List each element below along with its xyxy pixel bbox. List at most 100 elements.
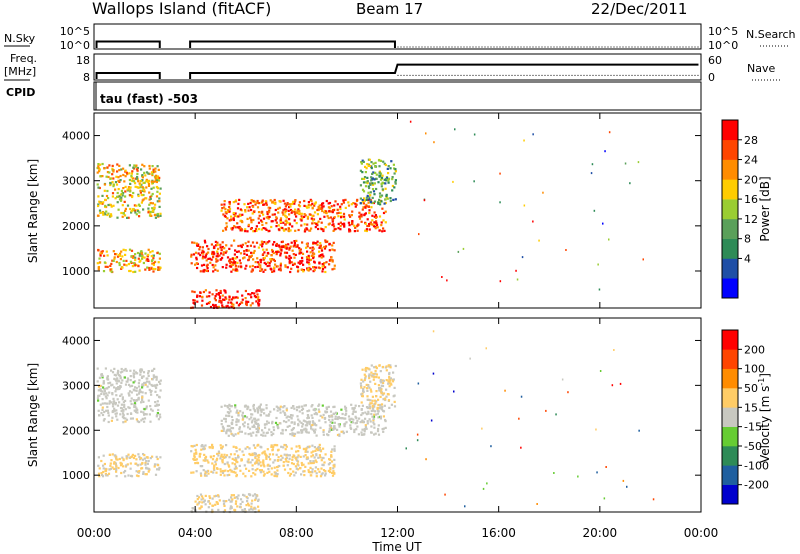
heatmap-cell	[323, 262, 326, 265]
heatmap-cell	[371, 182, 374, 185]
heatmap-cell	[151, 378, 154, 381]
heatmap-cell	[118, 164, 121, 167]
heatmap-cell	[154, 203, 157, 206]
heatmap-cell	[239, 244, 242, 247]
heatmap-cell	[306, 261, 309, 264]
heatmap-cell	[289, 208, 293, 212]
heatmap-cell	[331, 415, 334, 418]
heatmap-cell	[137, 471, 140, 474]
heatmap-cell	[115, 379, 118, 382]
heatmap-cell	[158, 413, 162, 416]
heatmap-cell	[360, 408, 363, 411]
heatmap-cell	[217, 247, 220, 250]
heatmap-cell	[371, 196, 374, 199]
heatmap-cell	[115, 175, 118, 178]
heatmap-cell	[205, 269, 208, 272]
heatmap-cell	[194, 448, 197, 451]
heatmap-cell	[148, 214, 152, 217]
heatmap-cell	[125, 369, 128, 372]
heatmap-cell	[337, 227, 340, 230]
heatmap-cell	[577, 475, 579, 478]
heatmap-cell	[238, 505, 242, 508]
heatmap-cell	[158, 197, 161, 200]
heatmap-cell	[158, 380, 161, 383]
heatmap-cell	[369, 182, 372, 185]
heatmap-cell	[280, 432, 283, 435]
heatmap-cell	[276, 466, 279, 469]
heatmap-cell	[257, 221, 261, 224]
heatmap-cell	[373, 182, 376, 185]
heatmap-cell	[114, 188, 117, 191]
heatmap-cell	[360, 162, 363, 165]
heatmap-cell	[311, 202, 314, 205]
heatmap-cell	[115, 470, 118, 473]
heatmap-cell	[380, 221, 383, 224]
heatmap-cell	[127, 263, 130, 266]
heatmap-cell	[254, 497, 257, 500]
heatmap-cell	[293, 213, 297, 216]
colorbar-tick-label: -15	[744, 421, 762, 434]
heatmap-cell	[123, 403, 126, 407]
heatmap-cell	[385, 388, 388, 391]
heatmap-cell	[283, 251, 287, 254]
heatmap-cell	[313, 412, 316, 416]
heatmap-cell	[310, 254, 313, 257]
heatmap-cell	[220, 419, 223, 422]
heatmap-cell	[224, 420, 227, 423]
heatmap-cell	[137, 382, 140, 385]
heatmap-cell	[260, 464, 263, 467]
heatmap-cell	[229, 405, 232, 408]
heatmap-cell	[148, 266, 151, 270]
heatmap-cell	[139, 368, 142, 371]
heatmap-cell	[259, 269, 262, 272]
heatmap-cell	[150, 194, 153, 197]
heatmap-cell	[108, 400, 111, 403]
heatmap-cell	[228, 219, 231, 222]
heatmap-cell	[144, 252, 147, 255]
y-tick-label: 4000	[62, 130, 90, 143]
heatmap-cell	[119, 374, 122, 377]
heatmap-cell	[147, 182, 151, 185]
heatmap-cell	[196, 498, 199, 501]
heatmap-cell	[297, 204, 301, 207]
heatmap-cell	[344, 198, 347, 201]
heatmap-cell	[591, 163, 594, 166]
heatmap-cell	[389, 364, 392, 367]
heatmap-cell	[236, 226, 239, 229]
heatmap-cell	[272, 251, 275, 255]
heatmap-cell	[104, 395, 107, 398]
heatmap-cell	[265, 222, 268, 225]
heatmap-cell	[154, 216, 157, 219]
heatmap-cell	[233, 296, 236, 299]
heatmap-cell	[290, 261, 293, 264]
heatmap-cell	[310, 427, 313, 430]
heatmap-cell	[119, 461, 122, 464]
heatmap-cell	[206, 245, 209, 248]
heatmap-cell	[272, 461, 275, 464]
heatmap-cell	[391, 178, 394, 181]
heatmap-cell	[245, 504, 248, 507]
heatmap-cell	[110, 205, 113, 208]
heatmap-cell	[255, 300, 258, 303]
heatmap-cell	[329, 467, 332, 470]
heatmap-cell	[329, 410, 333, 413]
heatmap-cell	[288, 424, 291, 428]
heatmap-cell	[318, 419, 321, 422]
heatmap-cell	[134, 185, 137, 188]
heatmap-cell	[127, 186, 130, 189]
heatmap-cell	[254, 261, 257, 264]
heatmap-cell	[117, 179, 120, 182]
heatmap-cell	[134, 165, 137, 168]
heatmap-cell	[281, 240, 284, 243]
heatmap-cell	[109, 182, 112, 185]
heatmap-cell	[198, 455, 201, 458]
heatmap-cell	[217, 305, 220, 308]
heatmap-cell	[336, 212, 339, 215]
heatmap-cell	[242, 472, 245, 475]
heatmap-cell	[328, 414, 331, 418]
heatmap-cell	[142, 400, 145, 403]
heatmap-cell	[139, 371, 142, 374]
heatmap-cell	[97, 389, 100, 392]
heatmap-cell	[306, 445, 309, 448]
heatmap-cell	[292, 200, 295, 203]
